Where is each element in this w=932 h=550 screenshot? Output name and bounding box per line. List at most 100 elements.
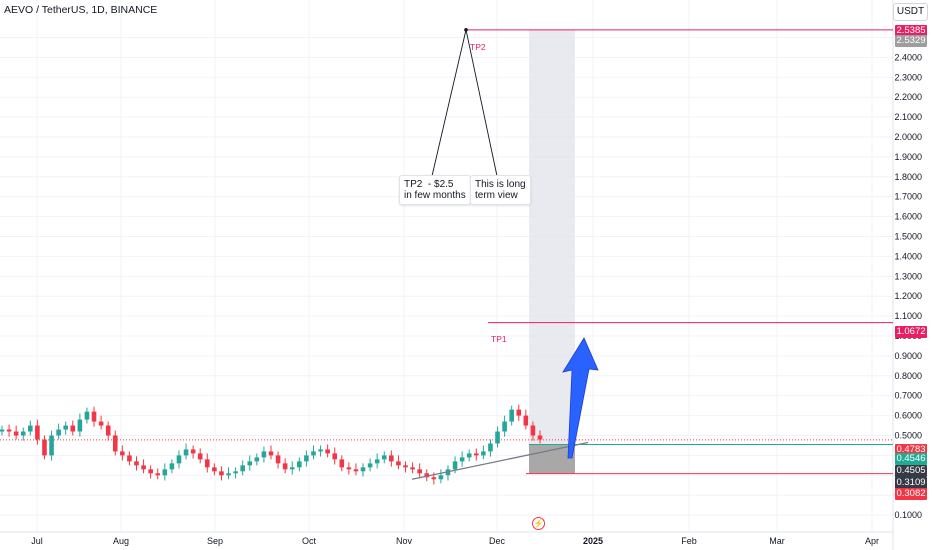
candle-body (481, 451, 486, 456)
price-tag: 0.4505 (895, 465, 927, 477)
candle-body (84, 411, 90, 420)
candle-body (91, 411, 97, 422)
y-tick-label: 2.2000 (894, 92, 922, 102)
x-tick-label: Jul (31, 536, 43, 546)
candle-body (488, 443, 493, 452)
y-tick-label: 1.2000 (894, 291, 922, 301)
candle-body (204, 459, 210, 468)
candle-body (233, 471, 238, 474)
candle-body (424, 473, 430, 478)
candle-body (332, 453, 338, 460)
candle-body (367, 463, 373, 468)
candle-body (148, 469, 153, 474)
candle-body (452, 461, 458, 470)
candle-body (6, 429, 12, 432)
candle-body (63, 425, 69, 430)
price-tag: 0.3082 (895, 488, 927, 500)
candle-body (127, 455, 132, 462)
y-tick-label: 1.8000 (894, 172, 922, 182)
candle-body (176, 455, 182, 464)
candle-body (459, 457, 465, 462)
y-tick-label: 2.0000 (894, 132, 922, 142)
candle-body (247, 461, 253, 466)
candle-body (120, 451, 125, 456)
price-tag: 2.5385 (895, 25, 927, 37)
candle-body (389, 455, 394, 462)
candle-body (396, 461, 401, 466)
candle-body (325, 449, 330, 454)
candle-body (261, 451, 267, 458)
x-tick-label: Mar (769, 536, 785, 546)
target-zone (529, 29, 575, 445)
candle-body (530, 425, 536, 436)
y-tick-label: 0.1000 (894, 510, 922, 520)
candle-body (360, 467, 366, 472)
y-tick-label: 0.9000 (894, 351, 922, 361)
trend-line (411, 441, 589, 480)
candle-body (282, 463, 288, 470)
candle-body (13, 431, 19, 436)
candle-body (197, 453, 203, 460)
x-tick-label: Sep (207, 536, 223, 546)
candle-body (289, 467, 295, 470)
note-tp2-target[interactable]: TP2 - $2.5 in few months (399, 175, 471, 205)
y-tick-label: 1.7000 (894, 192, 922, 202)
tp2-anchor-point (464, 28, 468, 32)
candle-body (275, 455, 281, 464)
tp2-label: TP2 (470, 42, 486, 52)
candle-body (134, 461, 139, 466)
candle-body (346, 467, 352, 470)
candle-body (226, 473, 231, 476)
y-tick-label: 1.6000 (894, 212, 922, 222)
candle-body (28, 425, 33, 432)
candle-body (254, 457, 260, 462)
candle-body (473, 453, 479, 456)
candle-body (162, 469, 168, 476)
y-tick-label: 0.7000 (894, 391, 922, 401)
candle-body (374, 459, 380, 464)
candle-body (297, 461, 302, 468)
price-tag: 0.4546 (895, 453, 927, 465)
candle-body (155, 473, 161, 476)
candle-body (410, 467, 415, 470)
callout-line-left (431, 29, 467, 177)
candle-body (169, 463, 175, 470)
candle-body (339, 459, 345, 468)
price-tag: 1.0672 (895, 326, 927, 338)
x-tick-label: Apr (865, 536, 879, 546)
candle-body (0, 429, 5, 432)
y-tick-label: 1.4000 (894, 251, 922, 261)
price-tag: 2.5329 (895, 35, 927, 47)
tp1-label: TP1 (491, 334, 507, 344)
symbol-title: AEVO / TetherUS, 1D, BINANCE (4, 4, 158, 16)
candle-body (381, 455, 387, 460)
y-tick-label: 1.9000 (894, 152, 922, 162)
currency-button[interactable]: USDT (893, 3, 928, 21)
up-arrow (562, 337, 599, 459)
candle-body (311, 451, 316, 456)
candle-body (502, 421, 507, 432)
candle-body (35, 425, 40, 440)
candle-body (438, 475, 444, 480)
candle-body (42, 439, 47, 456)
candle-body (466, 453, 472, 458)
x-tick-label: Aug (113, 536, 129, 546)
y-tick-label: 1.1000 (894, 311, 922, 321)
candle-body (431, 477, 437, 480)
candle-body (509, 409, 514, 422)
candle-body (219, 471, 224, 476)
candle-body (49, 435, 54, 456)
price-tag: 0.3109 (895, 477, 927, 489)
lightning-icon[interactable]: ⚡ (532, 517, 545, 530)
candle-body (353, 469, 359, 472)
note-long-term[interactable]: This is long term view (470, 175, 531, 205)
y-tick-label: 0.5000 (894, 431, 922, 441)
candle-body (495, 431, 500, 444)
candle-body (212, 467, 217, 472)
candle-body (516, 409, 522, 416)
candle-body (183, 449, 189, 456)
x-tick-label: Dec (489, 536, 506, 546)
candle-body (20, 431, 26, 436)
